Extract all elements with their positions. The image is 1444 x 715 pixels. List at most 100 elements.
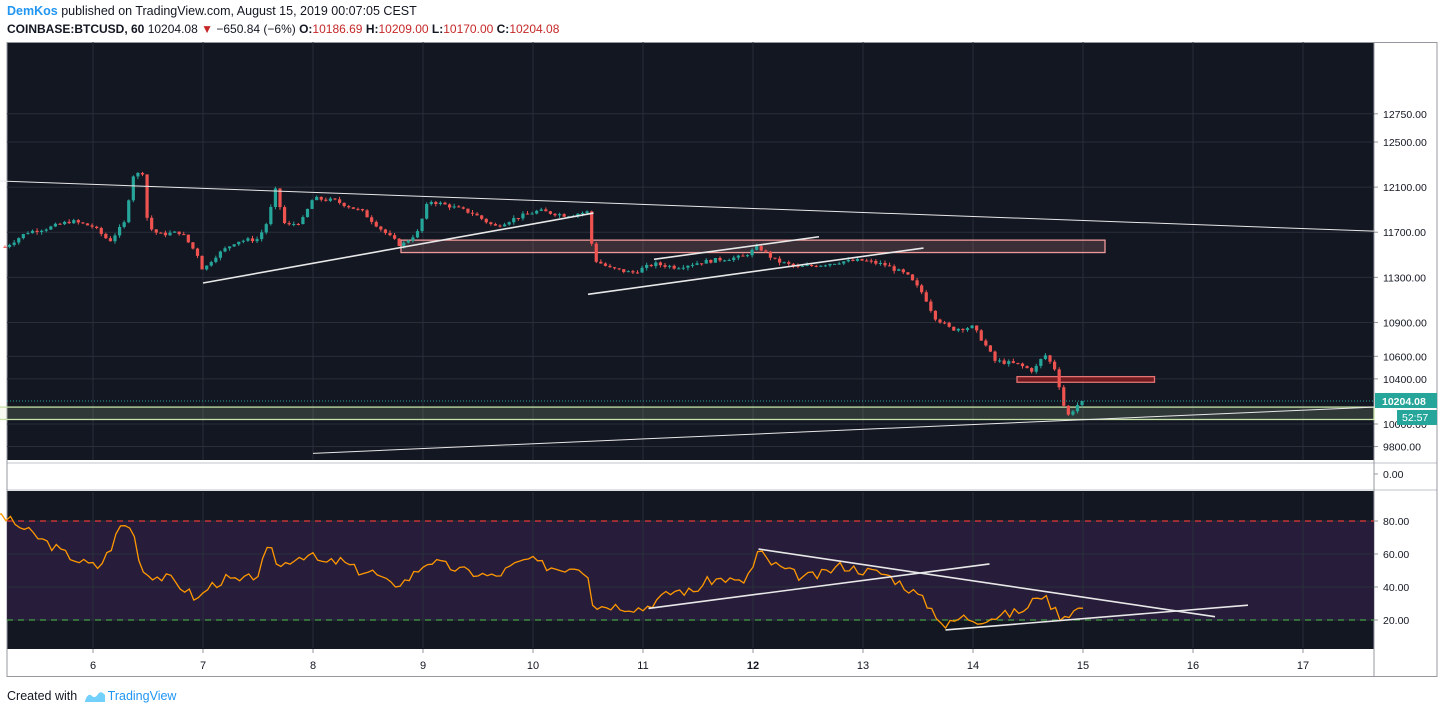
- candle-body: [700, 263, 704, 265]
- candle-body: [466, 208, 470, 213]
- candle-body: [915, 280, 919, 286]
- candle-body: [635, 272, 640, 274]
- open-value: 10186.69: [312, 22, 363, 36]
- candle-body: [887, 265, 892, 267]
- tradingview-logo-icon: [84, 692, 105, 702]
- trendline-ascending-1: [202, 212, 594, 284]
- candle-body: [17, 238, 21, 243]
- candle-body: [1071, 411, 1075, 415]
- candle-body: [965, 328, 970, 331]
- candle-body: [855, 259, 860, 261]
- candle-body: [328, 198, 333, 201]
- candle-body: [1066, 405, 1070, 415]
- candle-body: [828, 263, 832, 266]
- time-tick-label: 6: [90, 660, 96, 672]
- candle-body: [493, 224, 498, 226]
- candle-body: [869, 260, 873, 262]
- candle-body: [530, 213, 534, 215]
- time-tick-label: 10: [527, 660, 539, 672]
- candle-body: [690, 264, 695, 266]
- candle-body: [347, 206, 351, 208]
- candle-body: [773, 257, 777, 259]
- candle-body: [832, 263, 837, 265]
- time-axis[interactable]: 6 7 8 9 10 11 12 13 14 15 16 17: [90, 649, 1309, 672]
- candle-body: [709, 259, 713, 263]
- candle-body: [452, 206, 456, 208]
- candle-body: [81, 222, 85, 224]
- candle-body: [3, 246, 7, 248]
- candle-body: [860, 259, 864, 261]
- price-tick-label: 12750.00: [1383, 109, 1427, 121]
- candle-body: [44, 229, 48, 231]
- price-axis[interactable]: 12750.00 12500.00 12100.00 11700.00 11300.00…: [1374, 109, 1437, 454]
- candle-body: [883, 262, 887, 266]
- candle-body: [507, 222, 511, 225]
- candle-body: [512, 218, 516, 223]
- time-tick-label: 16: [1187, 660, 1199, 672]
- candle-body: [1080, 400, 1084, 405]
- footer: Created with TradingView: [7, 689, 176, 703]
- author-name[interactable]: DemKos: [7, 4, 58, 18]
- price-tick-label: 12100.00: [1383, 182, 1427, 194]
- candle-body: [310, 200, 314, 209]
- rsi-line: [0, 513, 1084, 630]
- candle-body: [90, 225, 94, 227]
- candle-body: [576, 213, 580, 216]
- trendline-rsi-ascending: [648, 563, 990, 610]
- candle-body: [324, 199, 328, 201]
- tradingview-brand[interactable]: TradingView: [107, 689, 177, 703]
- candle-body: [168, 232, 172, 236]
- candle-body: [612, 267, 617, 269]
- candle-body: [383, 229, 388, 234]
- candle-body: [447, 204, 452, 208]
- rsi-axis[interactable]: 80.00 60.00 40.00 20.00 0.00: [1374, 469, 1409, 627]
- candle-body: [658, 262, 663, 266]
- price-tick-label: 11300.00: [1383, 272, 1426, 284]
- candle-body: [548, 211, 553, 214]
- candle-body: [1043, 355, 1048, 359]
- candle-body: [269, 207, 273, 225]
- candle-body: [897, 269, 901, 271]
- candle-body: [182, 234, 186, 236]
- price-tick-label: 10400.00: [1383, 374, 1427, 386]
- candle-body: [319, 196, 323, 200]
- candle-body: [988, 345, 993, 352]
- candle-body: [301, 217, 305, 225]
- candle-body: [337, 199, 342, 203]
- candle-body: [475, 213, 479, 216]
- candle-body: [755, 246, 759, 250]
- candle-body: [718, 257, 722, 261]
- candle-body: [278, 188, 282, 208]
- candle-body: [223, 248, 227, 252]
- candle-body: [553, 213, 557, 216]
- candle-body: [379, 226, 383, 230]
- candle-body: [819, 265, 823, 267]
- candle-body: [933, 310, 938, 320]
- candle-body: [425, 204, 429, 219]
- time-axis-bg: [7, 649, 1374, 677]
- candle-body: [677, 268, 681, 270]
- rsi-tick-label: 0.00: [1383, 469, 1404, 481]
- candle-body: [516, 218, 520, 220]
- candle-body: [117, 226, 122, 236]
- candle-body: [388, 233, 392, 236]
- rsi-tick-label: 80.00: [1383, 516, 1409, 528]
- candle-body: [145, 174, 149, 218]
- candle-body: [603, 263, 608, 266]
- candle-body: [906, 272, 910, 275]
- candle-body: [480, 215, 484, 219]
- candle-body: [750, 249, 754, 256]
- candle-body: [910, 274, 915, 281]
- symbol-info: COINBASE:BTCUSD, 60 10204.08 ▼ −650.84 (…: [7, 22, 559, 36]
- candle-body: [594, 243, 598, 262]
- candle-body: [140, 172, 145, 175]
- candle-body: [21, 234, 25, 239]
- chart-canvas[interactable]: 12750.0012500.0012100.0011700.0011300.00…: [0, 42, 1444, 680]
- high-value: 10209.00: [378, 22, 429, 36]
- candle-body: [58, 223, 62, 225]
- candle-body: [72, 220, 76, 224]
- price-tick-label: 10600.00: [1383, 351, 1427, 363]
- candle-body: [1016, 362, 1020, 364]
- candle-body: [947, 322, 951, 327]
- candle-body: [1002, 360, 1006, 364]
